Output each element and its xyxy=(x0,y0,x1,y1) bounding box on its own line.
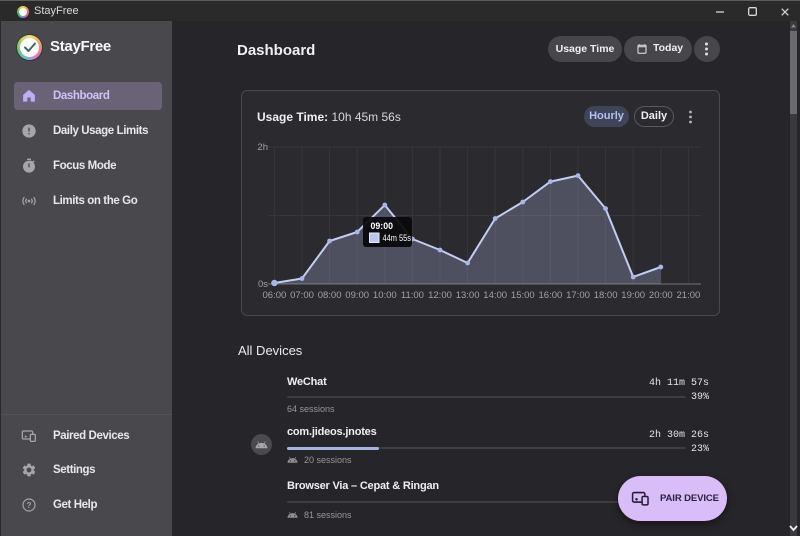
svg-text:2h: 2h xyxy=(257,142,268,153)
svg-text:09:00: 09:00 xyxy=(345,290,369,301)
svg-text:15:00: 15:00 xyxy=(511,290,535,301)
svg-text:?: ? xyxy=(26,501,31,510)
svg-text:0s: 0s xyxy=(258,279,268,290)
svg-text:11:00: 11:00 xyxy=(401,290,424,301)
svg-text:12:00: 12:00 xyxy=(428,290,452,301)
svg-text:10:00: 10:00 xyxy=(373,290,397,301)
svg-text:17:00: 17:00 xyxy=(566,290,590,301)
svg-text:14:00: 14:00 xyxy=(483,290,507,301)
svg-text:08:00: 08:00 xyxy=(318,290,342,301)
svg-text:16:00: 16:00 xyxy=(539,290,563,301)
svg-text:06:00: 06:00 xyxy=(263,290,287,301)
svg-text:44m 55s: 44m 55s xyxy=(383,233,412,243)
svg-text:21:00: 21:00 xyxy=(677,290,701,301)
svg-text:07:00: 07:00 xyxy=(290,290,314,301)
svg-text:13:00: 13:00 xyxy=(456,290,480,301)
svg-text:18:00: 18:00 xyxy=(594,290,618,301)
svg-text:19:00: 19:00 xyxy=(621,290,645,301)
svg-text:20:00: 20:00 xyxy=(649,290,673,301)
svg-text:09:00: 09:00 xyxy=(371,221,394,232)
